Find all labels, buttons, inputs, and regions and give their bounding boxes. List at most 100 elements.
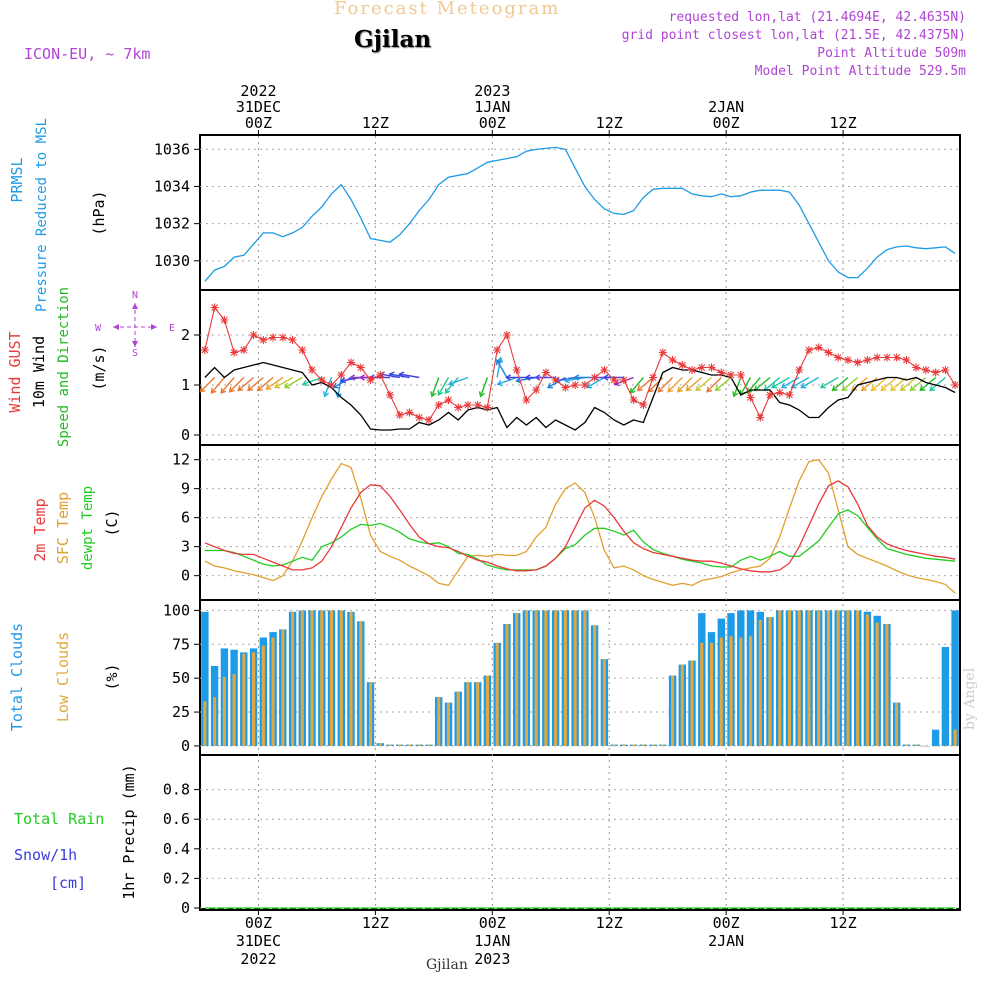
wind-direction-barb [819,376,839,389]
wind-direction-barb [880,376,898,392]
gust-marker [941,366,950,374]
wind-direction-barb [322,377,333,398]
gust-marker [551,376,560,384]
low-cloud-bar [934,745,938,747]
compass-s-arrow [132,341,138,347]
wind-direction-barb [685,376,703,392]
gust-marker [532,386,541,394]
low-cloud-bar [242,653,246,746]
low-cloud-bar [700,642,704,746]
panel-frame-pressure [199,134,961,291]
wind-direction-barb [929,376,946,392]
gust-marker [843,356,852,364]
gust-marker [405,408,414,417]
y-tick-label: 0.4 [163,840,190,858]
low-cloud-bar [544,610,548,746]
low-cloud-bar [593,625,597,746]
low-cloud-bar [359,621,363,746]
low-cloud-bar [739,637,743,746]
low-cloud-bar [534,610,538,746]
gust-marker [288,336,297,344]
low-cloud-bar [495,642,499,746]
low-cloud-bar [320,610,324,746]
bottom-time-label: 2023 [474,950,510,968]
low-cloud-bar [787,610,791,746]
gust-marker [727,371,736,379]
low-cloud-bar [222,676,226,746]
y-tick-label: 12 [172,451,190,469]
gust-marker [541,368,550,377]
gust-marker [717,368,726,377]
dewpt-temp-line [204,509,956,571]
wind-direction-barb [228,377,245,393]
pressure-line [204,146,956,282]
gust-marker [600,366,609,374]
gust-marker [775,388,784,397]
low-cloud-bar [865,614,869,746]
wind-direction-barb [771,376,790,389]
low-cloud-bar [671,675,675,746]
top-time-label: 00Z [713,114,740,132]
gust-marker [668,356,677,364]
wind-direction-barb [274,376,293,389]
low-cloud-bar [398,744,402,746]
gust-marker [853,358,862,367]
location-name: Gjilan [354,26,432,53]
low-cloud-bar [505,624,509,746]
low-cloud-bar [554,610,558,746]
gust-marker [756,413,765,422]
gust-marker [259,336,268,344]
low-cloud-bar [661,744,665,746]
gust-marker [424,416,433,424]
compass-n-arrow [132,303,138,309]
pressure-unit: (hPa) [90,190,108,235]
low-cloud-bar [943,745,947,747]
gust-marker [931,368,940,377]
low-cloud-bar [641,744,645,746]
low-cloud-bar [271,637,275,746]
wind-direction-barb [301,376,323,387]
gust-marker [356,363,365,372]
y-tick-label: 25 [172,703,190,721]
gust-marker [951,381,960,389]
model-label: ICON-EU, ~ 7km [24,45,151,63]
low-cloud-bar [953,729,957,746]
gust-marker [386,391,394,399]
low-cloud-bar [291,611,295,746]
y-tick-label: 6 [181,509,190,527]
gust-marker [327,381,336,389]
low-cloud-bar [680,664,684,746]
low-cloud-bar [710,642,714,746]
compass-n-label: N [132,290,138,301]
snow-unit-label: [cm] [50,874,86,892]
clouds-unit: (%) [103,663,121,690]
low-cloud-bar [427,744,431,746]
wind-direction-barb [667,377,683,393]
low-cloud-bar [524,610,528,746]
low-cloud-bar [437,697,441,746]
y-tick-label: 9 [181,480,190,498]
model-point-altitude: Model Point Altitude 529.5m [754,64,966,79]
wind-direction-barb [437,377,450,396]
y-tick-label: 3 [181,538,190,556]
gust-marker [444,396,453,404]
top-time-label: 1JAN [474,98,510,116]
gust-marker [610,376,619,384]
gust-marker [337,371,346,379]
gust-marker [697,363,706,372]
y-tick-label: 0.2 [163,869,190,887]
low-cloud-bar [749,636,753,746]
y-tick-label: 1 [181,376,190,394]
low-cloud-bar [690,660,694,746]
watermark: by Angel [962,667,978,730]
bottom-time-label: 00Z [245,914,272,932]
total-clouds-label: Total Clouds [8,623,26,731]
wind-unit: (m/s) [90,345,108,390]
gust-marker [892,353,901,362]
bottom-time-label: 31DEC [236,932,281,950]
dewpt-label: dewpt Temp [80,486,96,570]
wind-direction-barb [800,376,820,389]
y-tick-label: 1036 [154,140,190,158]
low-cloud-bar [846,610,850,746]
low-cloud-bar [456,691,460,746]
